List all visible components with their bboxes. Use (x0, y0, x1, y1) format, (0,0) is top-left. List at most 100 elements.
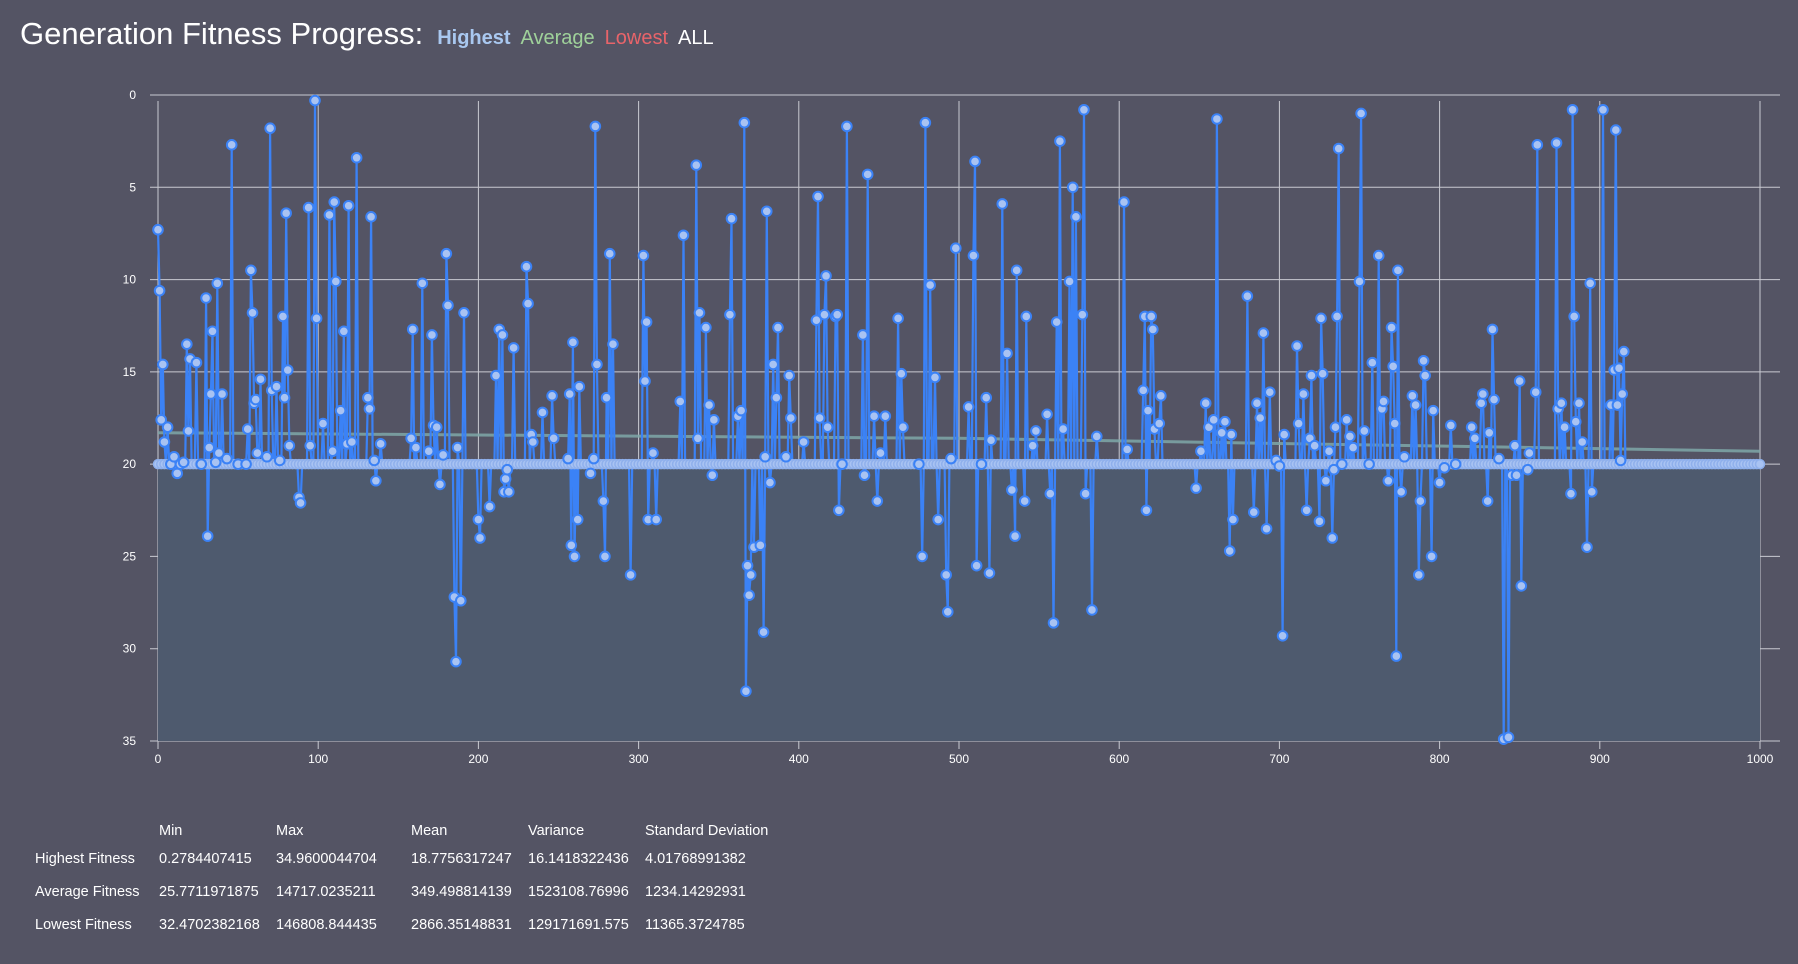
axis-ticks: 0 5 10 15 20 25 30 35 0 100 200 300 400 500 600 700 800 9… (123, 88, 1774, 766)
data-point (1313, 515, 1326, 528)
series-highest (152, 94, 1766, 745)
data-point (1618, 345, 1630, 358)
table-cell: 18.7756317247 (411, 851, 512, 867)
data-point (567, 336, 579, 349)
data-point (264, 122, 276, 135)
data-point (342, 199, 355, 212)
data-point (454, 594, 467, 607)
x-tick-label: 300 (629, 752, 649, 766)
data-point (1449, 458, 1462, 470)
data-point (1336, 458, 1348, 470)
data-point (440, 247, 453, 260)
data-point (1263, 386, 1276, 398)
data-point (783, 369, 795, 382)
data-point (1147, 323, 1159, 336)
data-point (1493, 452, 1505, 465)
data-point (283, 439, 296, 452)
stats-header-min: Min (159, 823, 183, 839)
filter-all-link[interactable]: ALL (678, 27, 714, 49)
data-point (254, 373, 267, 386)
data-point (940, 569, 952, 581)
filter-highest-link[interactable]: Highest (437, 27, 511, 49)
data-point (374, 438, 387, 450)
data-point (281, 364, 294, 376)
data-point (1377, 395, 1390, 408)
data-point (317, 417, 329, 430)
data-point (1412, 569, 1425, 581)
data-point (474, 532, 486, 544)
data-point (434, 478, 446, 491)
row-label: Highest Fitness (35, 851, 135, 867)
stats-header-variance: Variance (528, 823, 585, 839)
data-point (1555, 397, 1568, 410)
data-point (547, 432, 560, 445)
filter-lowest-link[interactable]: Lowest (604, 27, 669, 49)
data-point (1010, 264, 1023, 277)
data-point (985, 434, 997, 446)
data-point (813, 412, 826, 424)
data-point (201, 530, 214, 542)
data-point (422, 445, 435, 458)
data-point (764, 476, 776, 489)
data-point (1276, 629, 1289, 642)
data-point (1372, 249, 1385, 262)
table-cell: 146808.844435 (276, 917, 377, 933)
data-point (1018, 495, 1031, 507)
data-point (1550, 137, 1563, 149)
data-point (1278, 428, 1291, 441)
data-point (637, 249, 650, 262)
data-point (735, 404, 747, 417)
data-point (975, 458, 988, 470)
data-point (1063, 275, 1076, 288)
x-tick-label: 400 (789, 752, 809, 766)
table-cell: 349.498814139 (411, 884, 512, 900)
y-tick-label: 35 (123, 734, 137, 748)
data-point (450, 655, 462, 668)
data-point (200, 292, 212, 304)
data-point (1153, 417, 1166, 430)
data-point (277, 310, 289, 323)
data-point (759, 450, 771, 463)
data-point (1427, 404, 1439, 417)
data-point (738, 116, 751, 129)
data-point (600, 391, 613, 404)
data-point (861, 168, 874, 181)
data-point (1320, 474, 1332, 487)
data-point (507, 342, 520, 354)
data-point (1573, 397, 1585, 410)
data-point (607, 338, 619, 350)
data-point (1417, 354, 1430, 367)
data-point (1502, 731, 1515, 744)
data-point (599, 550, 611, 563)
data-point (1366, 356, 1379, 369)
data-point (370, 474, 382, 487)
x-tick-label: 200 (468, 752, 488, 766)
table-cell: 2866.35148831 (411, 917, 512, 933)
data-point (365, 211, 377, 223)
fitness-stats-table: Min Max Mean Variance Standard Deviation… (35, 823, 805, 950)
data-point (503, 486, 515, 498)
data-point (206, 325, 219, 338)
data-point (1142, 404, 1154, 417)
data-point (831, 308, 844, 321)
chart-header: Generation Fitness Progress: Highest Ave… (20, 16, 724, 52)
data-point (1009, 530, 1021, 542)
data-point (251, 447, 264, 459)
data-point (724, 308, 736, 321)
data-point (740, 685, 752, 697)
filter-average-link[interactable]: Average (520, 27, 595, 49)
data-point (1227, 513, 1239, 526)
data-point (1531, 139, 1544, 151)
y-tick-label: 5 (129, 180, 136, 194)
data-point (213, 447, 225, 459)
data-point (406, 323, 419, 336)
x-tick-label: 1000 (1747, 752, 1774, 766)
data-point (1329, 421, 1342, 434)
data-point (280, 207, 292, 219)
data-point (211, 277, 224, 290)
data-point (980, 391, 993, 404)
data-point (216, 388, 228, 400)
table-row: Average Fitness 25.7711971875 14717.0235… (35, 884, 805, 917)
data-point (1475, 397, 1488, 410)
y-tick-label: 15 (123, 365, 137, 379)
